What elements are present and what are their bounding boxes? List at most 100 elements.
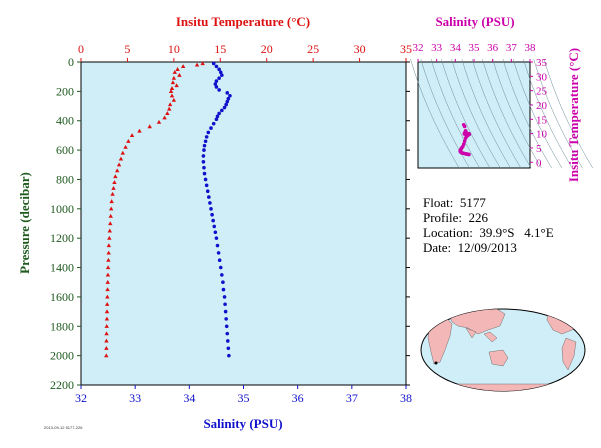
salinity-tick-label: 37 xyxy=(346,391,358,405)
salinity-point xyxy=(213,82,218,86)
salinity-tick-label: 38 xyxy=(400,391,412,405)
temperature-point xyxy=(116,162,122,167)
temperature-tick-label: 30 xyxy=(354,42,366,56)
salinity-point xyxy=(214,79,219,83)
density-contour-line xyxy=(502,59,552,169)
float-info-panel: Float: 5177 Profile: 226 Location: 39.9°… xyxy=(423,195,554,255)
salinity-point xyxy=(213,230,218,235)
temperature-point xyxy=(108,206,114,211)
density-contour-line xyxy=(430,59,481,169)
temperature-point xyxy=(172,69,177,74)
temperature-point xyxy=(118,156,124,161)
temperature-point xyxy=(104,301,110,306)
salinity-point xyxy=(217,88,221,92)
temperature-point xyxy=(105,272,111,277)
temperature-point xyxy=(104,316,110,321)
salinity-tick-label: 34 xyxy=(183,391,195,405)
temperature-point xyxy=(104,353,109,358)
salinity-point xyxy=(221,280,225,285)
temperature-point xyxy=(126,138,131,143)
ts-axes-ticks: 32 33 34 35 36 37 38 0 5 10 15 20 25 30 35 xyxy=(413,42,548,169)
salinity-point xyxy=(217,76,221,80)
salinity-point xyxy=(225,339,230,343)
salinity-point xyxy=(202,148,206,152)
salinity-point xyxy=(218,265,223,270)
pressure-tick-label: 1600 xyxy=(50,290,74,304)
density-contour-line xyxy=(461,59,511,169)
temperature-point xyxy=(174,83,179,88)
salinity-point xyxy=(225,99,230,104)
salinity-point xyxy=(204,135,209,139)
temperature-point xyxy=(106,243,112,248)
temperature-tick-label: 0 xyxy=(78,42,84,56)
temperature-point xyxy=(112,180,117,184)
ts-salinity-title: Salinity (PSU) xyxy=(435,14,514,29)
salinity-point xyxy=(211,121,216,126)
salinity-point xyxy=(226,346,231,351)
salinity-point xyxy=(214,117,219,122)
salinity-point xyxy=(202,165,206,170)
temperature-point xyxy=(105,294,110,299)
temperature-point xyxy=(171,97,177,102)
density-contour-line xyxy=(410,59,460,169)
ts-temperature-tick-label: 25 xyxy=(536,86,548,98)
density-contour-line xyxy=(492,59,542,169)
temperature-point xyxy=(104,338,109,343)
ts-salinity-tick-label: 37 xyxy=(506,42,518,54)
salinity-point xyxy=(215,114,220,119)
salinity-point xyxy=(203,177,208,182)
temperature-point xyxy=(167,106,172,111)
temperature-point xyxy=(104,309,110,314)
date-text: Date: 12/09/2013 xyxy=(423,240,517,255)
salinity-point xyxy=(201,154,206,158)
ts-salinity-tick-label: 38 xyxy=(525,42,537,54)
density-contour-line xyxy=(451,59,501,169)
ts-salinity-tick-label: 35 xyxy=(469,42,481,54)
temperature-tick-label: 5 xyxy=(124,42,130,56)
temperature-point xyxy=(115,168,120,173)
temperature-point xyxy=(170,80,176,85)
salinity-tick-label: 33 xyxy=(129,391,141,405)
pressure-tick-label: 2200 xyxy=(50,378,74,392)
temperature-point xyxy=(104,345,109,350)
salinity-point xyxy=(206,130,211,135)
density-contour-line xyxy=(441,59,491,169)
salinity-point xyxy=(211,61,216,66)
temperature-axis-title: Insitu Temperature (°C) xyxy=(176,14,310,29)
pressure-tick-label: 1000 xyxy=(50,202,74,216)
density-contour-line xyxy=(543,59,593,169)
temperature-point xyxy=(180,64,186,69)
pressure-tick-label: 2000 xyxy=(50,349,74,363)
temperature-tick-label: 15 xyxy=(214,42,226,56)
salinity-point xyxy=(225,91,230,95)
temperature-point xyxy=(109,199,114,204)
temperature-point xyxy=(107,228,112,233)
temperature-point xyxy=(111,185,116,190)
temperature-point xyxy=(177,72,182,77)
salinity-point xyxy=(207,195,211,199)
salinity-series xyxy=(201,61,232,358)
salinity-point xyxy=(224,317,228,321)
ts-temperature-tick-label: 15 xyxy=(536,114,548,126)
temperature-point xyxy=(108,221,113,226)
temperature-tick-label: 25 xyxy=(307,42,319,56)
ts-diagram: 32 33 34 35 36 37 38 0 5 10 15 20 25 30 35 Salinity (P… xyxy=(410,14,593,182)
float-id-text: Float: 5177 xyxy=(423,195,486,210)
ts-point xyxy=(467,152,471,157)
salinity-point xyxy=(202,143,207,148)
salinity-point xyxy=(214,85,219,89)
salinity-point xyxy=(214,64,219,69)
density-contour-line xyxy=(482,59,532,169)
salinity-axis-title: Salinity (PSU) xyxy=(203,416,282,431)
salinity-tick-label: 36 xyxy=(292,391,304,405)
temperature-point xyxy=(167,102,173,107)
pressure-tick-label: 600 xyxy=(56,143,74,157)
temperature-point xyxy=(200,61,205,66)
temperature-point xyxy=(104,323,109,328)
density-contour-line xyxy=(533,59,583,169)
salinity-point xyxy=(217,111,221,116)
pressure-tick-label: 1200 xyxy=(50,231,74,245)
salinity-point xyxy=(222,295,227,299)
salinity-tick-label: 35 xyxy=(238,391,250,405)
